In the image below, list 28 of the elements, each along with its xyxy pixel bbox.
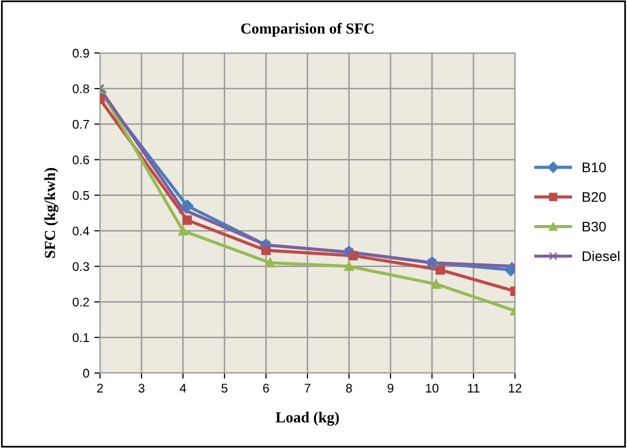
x-tick-label: 3 — [138, 384, 144, 393]
x-tick-label: 9 — [388, 384, 394, 393]
chart-title: Comparision of SFC — [241, 22, 374, 37]
x-tick-label: 11 — [468, 384, 480, 392]
legend-label: B30 — [582, 222, 606, 232]
y-tick-label: 0.6 — [72, 155, 90, 164]
x-tick-label: 8 — [346, 384, 352, 393]
x-tick-label: 10 — [426, 384, 438, 393]
y-tick-label: 0.4 — [72, 226, 90, 236]
legend-label: B20 — [582, 192, 606, 202]
y-tick-label: 0.7 — [72, 120, 89, 129]
y-tick-label: 0.2 — [72, 298, 89, 307]
y-tick-label: 0.8 — [72, 84, 90, 94]
y-tick-label: 0.3 — [72, 262, 90, 271]
x-tick-label: 2 — [97, 384, 103, 392]
x-tick-label: 6 — [263, 384, 269, 393]
x-tick-label: 7 — [304, 384, 310, 392]
legend-label: B10 — [582, 162, 606, 172]
y-axis-title: SFC (kg/kwh) — [44, 168, 58, 258]
x-tick-label: 4 — [180, 384, 186, 392]
x-tick-label: 5 — [222, 384, 228, 393]
x-axis-title: Load (kg) — [276, 412, 339, 426]
x-tick-label: 12 — [509, 384, 522, 392]
y-tick-label: 0 — [83, 368, 90, 378]
y-tick-label: 0.5 — [72, 191, 90, 200]
y-tick-label: 0.9 — [72, 48, 89, 58]
y-tick-label: 0.1 — [72, 333, 89, 342]
legend-label: Diesel — [582, 250, 620, 262]
